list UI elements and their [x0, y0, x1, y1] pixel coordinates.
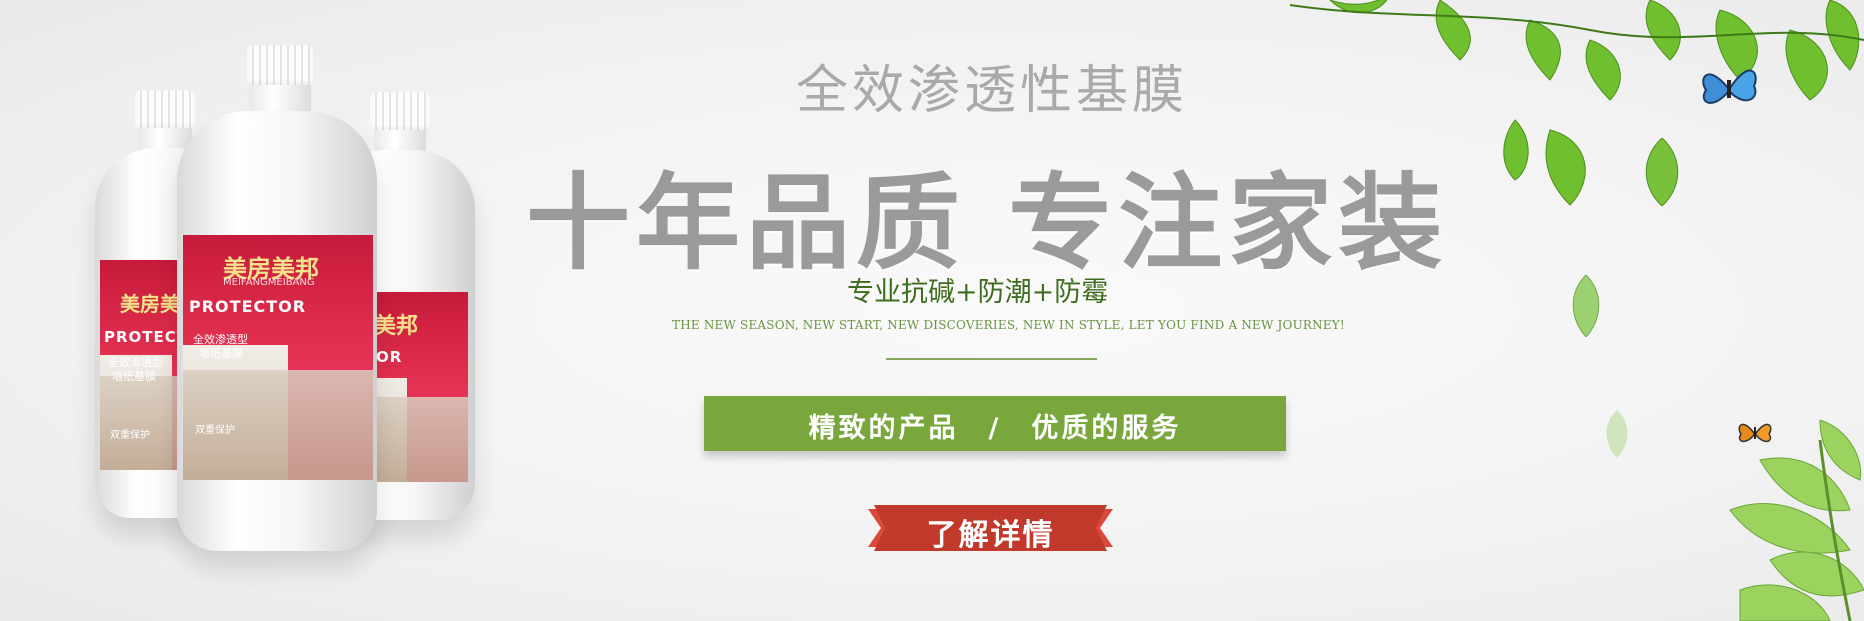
slogan-text: 精致的产品 / 优质的服务	[808, 413, 1182, 444]
english-tagline: THE NEW SEASON, NEW START, NEW DISCOVERI…	[672, 318, 1345, 332]
leaf-floating-small-icon	[1572, 275, 1600, 337]
product-desc-2: 墙纸基膜	[112, 370, 156, 383]
product-bottle-front: 美房美邦 MEIFANGMEIBANG PROTECTOR 全效渗透型 墙纸基膜…	[175, 45, 380, 560]
banner-subtitle: 全效渗透性基膜	[796, 61, 1189, 121]
brand-logo-text: 美房美邦	[223, 255, 319, 283]
leaf-floating-icon	[1645, 138, 1679, 206]
brand-en: MEIFANGMEIBANG	[223, 277, 315, 288]
learn-more-button[interactable]: 了解详情	[868, 505, 1113, 553]
product-badge: 双重保护	[195, 425, 235, 436]
butterfly-small-icon	[1738, 423, 1772, 443]
plant-bottom-right-icon	[1729, 420, 1864, 621]
divider	[886, 358, 1097, 360]
product-badge: 双重保护	[110, 430, 150, 441]
banner-headline: 十年品质 专注家装	[526, 162, 1449, 284]
product-desc: 全效渗透型	[108, 356, 163, 369]
product-desc: 全效渗透型	[193, 333, 248, 346]
slogan-bar: 精致的产品 / 优质的服务	[704, 396, 1286, 451]
butterfly-icon	[1702, 69, 1757, 104]
product-desc-2: 墙纸基膜	[199, 347, 243, 360]
leaf-faded-icon	[1606, 410, 1628, 458]
product-name: PROTECTOR	[189, 297, 307, 316]
feature-list: 专业抗碱+防潮+防霉	[847, 277, 1109, 308]
learn-more-label: 了解详情	[926, 518, 1055, 553]
leaves-top-right-icon	[1290, 0, 1864, 206]
